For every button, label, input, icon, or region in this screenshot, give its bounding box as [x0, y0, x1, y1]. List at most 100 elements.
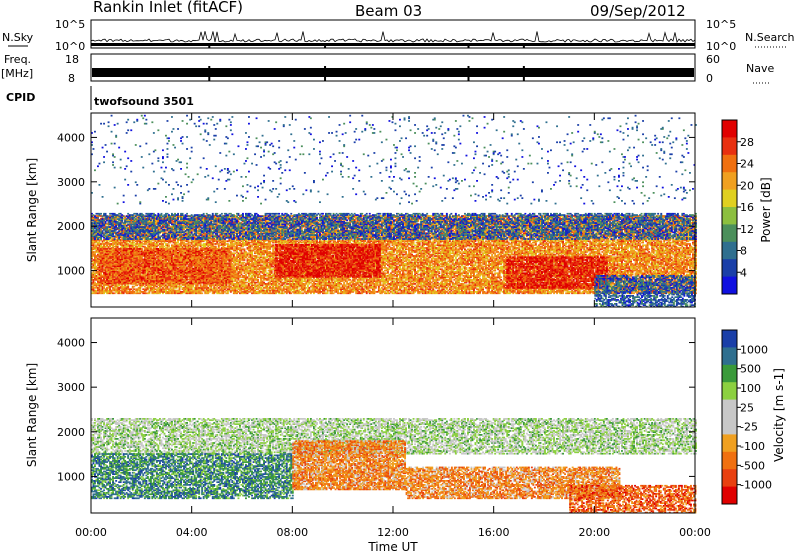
heatmap-cell	[116, 284, 119, 287]
heatmap-cell	[100, 291, 103, 293]
heatmap-cell	[168, 291, 170, 293]
heatmap-cell	[157, 216, 160, 219]
heatmap-cell	[152, 229, 155, 232]
heatmap-cell	[160, 231, 163, 233]
heatmap-cell	[92, 223, 95, 225]
heatmap-cell	[143, 237, 146, 240]
heatmap-cell	[171, 215, 173, 217]
heatmap-cell	[116, 255, 119, 257]
heatmap-cell	[119, 256, 122, 259]
heatmap-cell	[174, 231, 177, 233]
heatmap-cell	[159, 225, 161, 228]
heatmap-cell	[127, 243, 130, 245]
heatmap-cell	[155, 268, 158, 271]
heatmap-cell	[116, 237, 119, 240]
nsearch-label: N.Search	[745, 31, 795, 44]
heatmap-cell	[95, 232, 98, 235]
heatmap-cell	[171, 272, 173, 275]
heatmap-cell	[134, 240, 137, 243]
heatmap-cell	[109, 291, 112, 293]
heatmap-cell	[122, 231, 125, 233]
heatmap-cell	[133, 268, 136, 271]
heatmap-cell	[92, 259, 95, 261]
heatmap-cell	[91, 272, 93, 275]
heatmap-cell	[137, 236, 140, 239]
heatmap-cell	[140, 244, 143, 247]
heatmap-cell	[143, 228, 146, 231]
heatmap-cell	[154, 219, 157, 221]
heatmap-cell	[162, 223, 164, 225]
heatmap-cell	[125, 241, 128, 244]
heatmap-cell	[143, 247, 146, 249]
heatmap-cell	[122, 287, 125, 289]
heatmap-cell	[143, 221, 146, 224]
heatmap-cell	[145, 267, 148, 269]
heatmap-cell	[127, 240, 130, 243]
heatmap-cell	[95, 277, 98, 280]
heatmap-cell	[166, 245, 169, 248]
heatmap-cell	[130, 236, 133, 239]
heatmap-cell	[174, 287, 177, 289]
heatmap-cell	[113, 245, 116, 248]
heatmap-cell	[175, 289, 178, 292]
heatmap-cell	[124, 223, 127, 225]
heatmap-cell	[159, 245, 161, 248]
freq-tick-bottom: 8	[68, 72, 75, 85]
heatmap-cell	[101, 261, 104, 264]
heatmap-cell	[128, 216, 131, 219]
heatmap-cell	[172, 291, 175, 293]
heatmap-cell	[162, 217, 164, 220]
heatmap-cell	[116, 232, 119, 235]
heatmap-cell	[109, 215, 112, 217]
heatmap-cell	[124, 224, 127, 227]
heatmap-cell	[91, 232, 93, 235]
heatmap-cell	[122, 229, 125, 232]
heatmap-cell	[91, 287, 93, 289]
heatmap-cell	[175, 247, 178, 249]
heatmap-cell	[98, 284, 101, 287]
heatmap-cell	[101, 243, 104, 245]
heatmap-cell	[163, 224, 166, 227]
heatmap-cell	[168, 252, 170, 255]
heatmap-cell	[92, 216, 95, 219]
heatmap-cell	[160, 247, 163, 249]
heatmap-cell	[116, 279, 119, 281]
heatmap-cell	[100, 228, 103, 231]
heatmap-cell	[104, 284, 107, 287]
heatmap-cell	[121, 241, 124, 244]
heatmap-cell	[94, 248, 96, 251]
heatmap-cell	[116, 216, 119, 219]
heatmap-cell	[116, 288, 119, 291]
heatmap-cell	[100, 269, 103, 272]
heatmap-cell	[103, 245, 106, 248]
heatmap-cell	[122, 217, 125, 220]
heatmap-cell	[110, 261, 113, 264]
heatmap-cell	[104, 224, 107, 227]
heatmap-cell	[125, 247, 128, 249]
heatmap-cell	[175, 269, 178, 272]
heatmap-cell	[142, 288, 145, 291]
heatmap-cell	[149, 247, 152, 249]
heatmap-cell	[143, 240, 146, 243]
heatmap-cell	[143, 216, 146, 219]
heatmap-cell	[163, 245, 166, 248]
heatmap-cell	[159, 256, 161, 259]
heatmap-cell	[91, 267, 93, 269]
heatmap-cell	[155, 240, 158, 243]
heatmap-cell	[119, 287, 122, 289]
heatmap-cell	[155, 223, 158, 225]
heatmap-cell	[163, 225, 166, 228]
heatmap-cell	[115, 217, 118, 220]
heatmap-cell	[131, 285, 134, 288]
heatmap-cell	[154, 235, 157, 237]
heatmap-cell	[134, 244, 137, 247]
heatmap-cell	[163, 239, 166, 241]
power-heatmap-cells	[91, 114, 697, 308]
heatmap-cell	[94, 263, 96, 265]
freq-band	[92, 68, 694, 77]
heatmap-cell	[106, 291, 109, 293]
heatmap-cell	[152, 291, 155, 293]
heatmap-cell	[169, 225, 172, 228]
heatmap-cell	[127, 287, 130, 289]
heatmap-cell	[106, 229, 109, 232]
